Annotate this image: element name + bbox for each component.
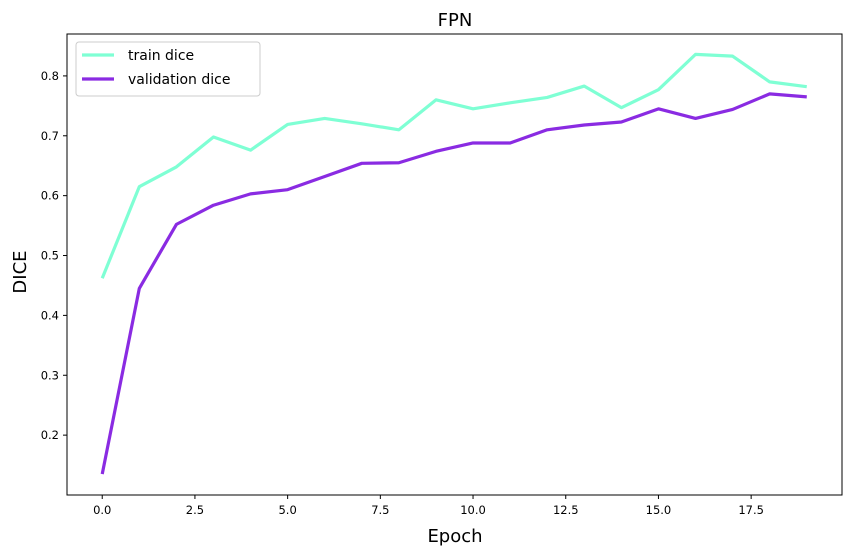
plot-frame bbox=[66, 33, 843, 496]
x-axis-title: Epoch bbox=[427, 526, 482, 547]
x-tick-label: 0.0 bbox=[93, 503, 111, 517]
y-tick-label: 0.4 bbox=[41, 308, 59, 322]
y-axis-title: DICE bbox=[10, 250, 31, 293]
x-axis: 0.0 2.5 5.0 7.5 10.0 12.5 15.0 17.5 bbox=[93, 495, 764, 517]
y-tick-label: 0.5 bbox=[41, 249, 59, 263]
y-tick-label: 0.6 bbox=[41, 189, 59, 203]
x-tick-label: 12.5 bbox=[553, 503, 579, 517]
legend: train dice validation dice bbox=[75, 41, 261, 97]
plot-area bbox=[66, 33, 843, 496]
series-line-0 bbox=[100, 52, 807, 279]
x-tick-label: 5.0 bbox=[278, 503, 296, 517]
x-tick-label: 17.5 bbox=[738, 503, 764, 517]
legend-label: train dice bbox=[128, 48, 194, 64]
series-line-1 bbox=[100, 92, 807, 475]
legend-box bbox=[75, 41, 261, 97]
y-axis: 0.2 0.3 0.4 0.5 0.6 0.7 0.8 bbox=[41, 69, 67, 442]
y-tick-label: 0.7 bbox=[41, 129, 59, 143]
x-tick-label: 10.0 bbox=[460, 503, 486, 517]
y-tick-label: 0.8 bbox=[41, 69, 59, 83]
y-tick-label: 0.3 bbox=[41, 368, 59, 382]
y-tick-label: 0.2 bbox=[41, 428, 59, 442]
x-tick-label: 7.5 bbox=[371, 503, 389, 517]
series-layer bbox=[100, 52, 807, 475]
x-tick-label: 2.5 bbox=[186, 503, 204, 517]
x-tick-label: 15.0 bbox=[646, 503, 672, 517]
chart-title: FPN bbox=[438, 10, 473, 31]
legend-label: validation dice bbox=[128, 72, 230, 88]
